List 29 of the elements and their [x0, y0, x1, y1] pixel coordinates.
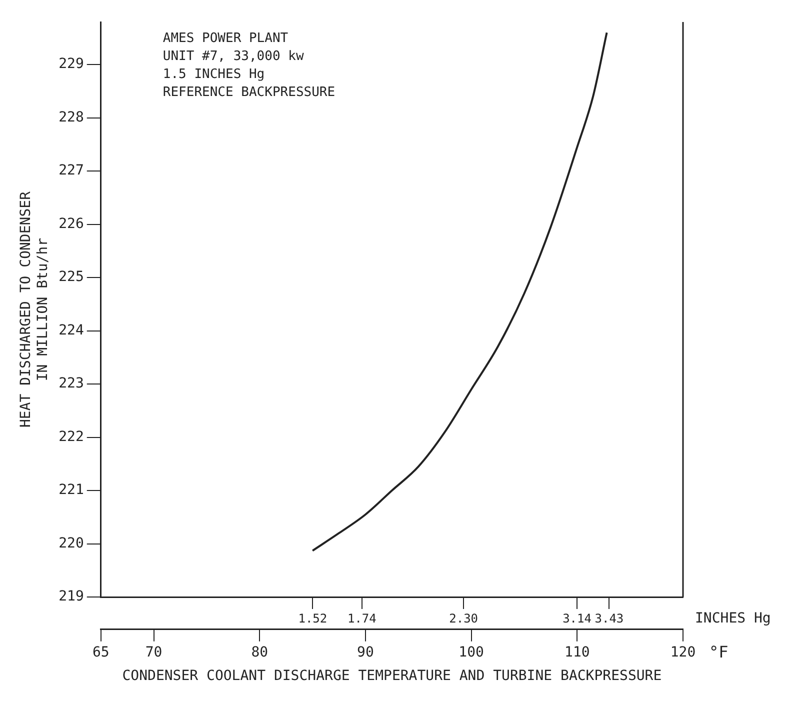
y-tick-label: 225 — [58, 269, 84, 286]
x-tick-label: 110 — [564, 644, 590, 660]
y-tick-label: 223 — [58, 376, 84, 392]
y-tick-label: 227 — [58, 162, 84, 179]
x-tick-label: 80 — [251, 644, 268, 660]
text: AMES POWER PLANT — [162, 30, 288, 46]
x-axis-title: CONDENSER COOLANT DISCHARGE TEMPERATURE AND TURBINE BACKPRESSURE — [122, 668, 662, 684]
y-tick-label: 219 — [58, 588, 84, 605]
y-tick-label: 222 — [58, 428, 84, 445]
x2-tick-label: 2.30 — [449, 611, 478, 626]
y-tick-label: 228 — [58, 109, 84, 126]
text: UNIT #7, 33,000 kw 1.5 INCHES Hg REFERENCE BACKPRESSURE — [162, 48, 336, 100]
x2-tick-label: 3.14 — [562, 611, 592, 626]
x2-tick-label: 3.43 — [594, 611, 624, 626]
x2-tick-label: 1.74 — [347, 611, 376, 626]
y-tick-label: 224 — [58, 322, 84, 338]
x-tick-label: 90 — [357, 644, 374, 660]
y-tick-label: 226 — [58, 216, 84, 232]
text: °F — [709, 642, 728, 662]
x-tick-label: 70 — [145, 644, 162, 660]
y-tick-label: 229 — [58, 56, 84, 72]
x2-tick-label: 1.52 — [298, 611, 328, 626]
x-tick-label: 100 — [458, 644, 484, 660]
x-tick-label: 65 — [92, 644, 110, 660]
y-tick-label: 220 — [58, 535, 84, 552]
y-axis-title: HEAT DISCHARGED TO CONDENSER IN MILLION Btu/hr — [18, 190, 51, 428]
y-tick-label: 221 — [58, 482, 84, 498]
x2-axis-title: INCHES Hg — [695, 610, 771, 627]
x-tick-label: 120 — [670, 644, 696, 660]
